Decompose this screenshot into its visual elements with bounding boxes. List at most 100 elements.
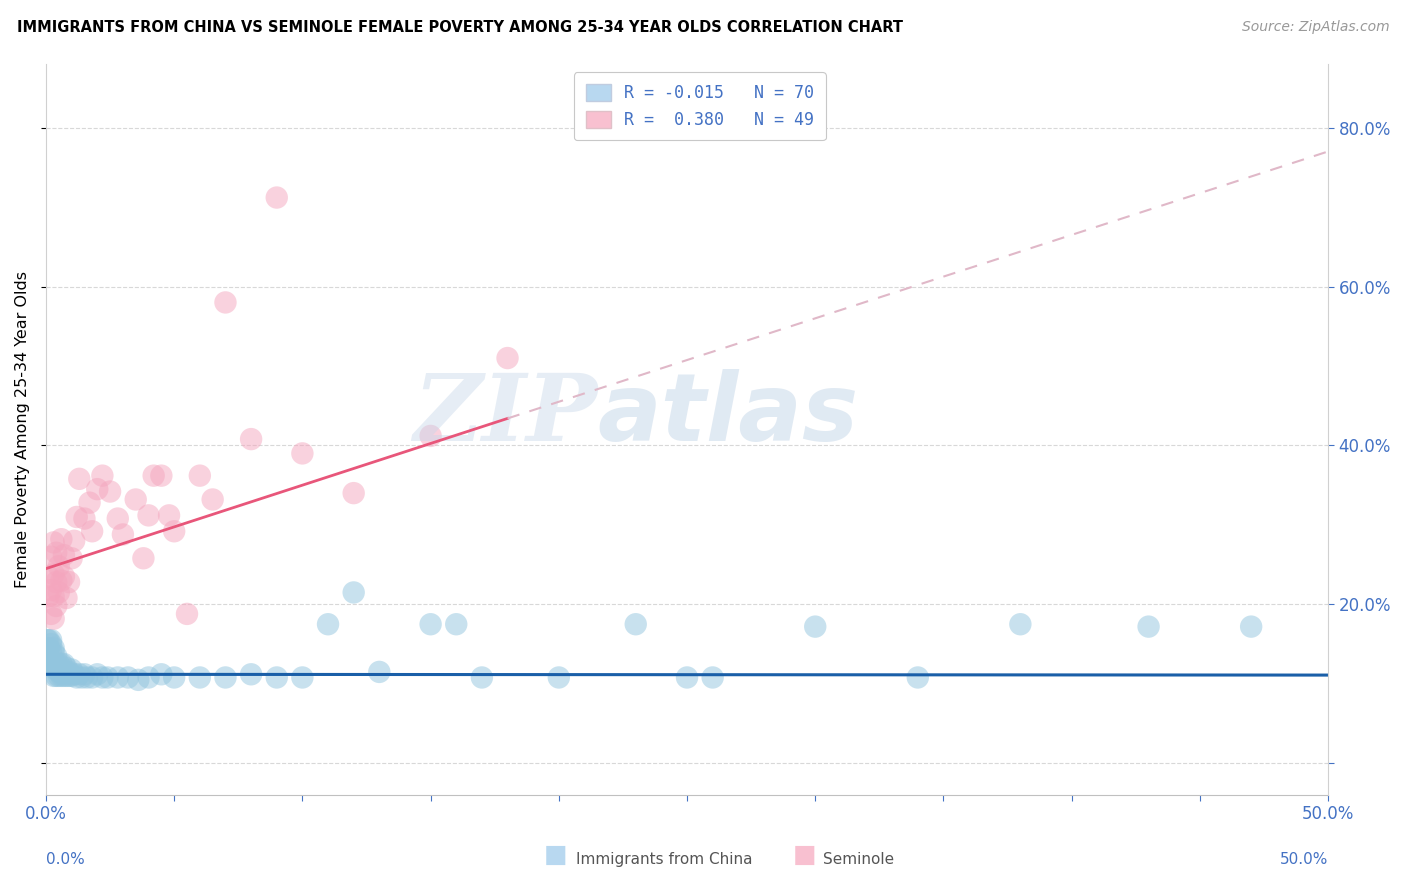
Point — [471, 670, 494, 684]
Point — [48, 661, 70, 675]
Point — [79, 496, 101, 510]
Point — [55, 591, 77, 605]
Point — [51, 532, 73, 546]
Point — [52, 548, 75, 562]
Point — [38, 590, 60, 604]
Text: ZIP: ZIP — [413, 370, 598, 460]
Point — [42, 661, 65, 675]
Point — [52, 569, 75, 583]
Point — [42, 645, 65, 659]
Point — [547, 670, 569, 684]
Point — [188, 468, 211, 483]
Point — [1010, 617, 1032, 632]
Point — [45, 657, 67, 671]
Point — [51, 669, 73, 683]
Point — [48, 657, 70, 671]
Point — [163, 524, 186, 539]
Point — [96, 670, 118, 684]
Point — [73, 667, 96, 681]
Point — [111, 527, 134, 541]
Legend: R = -0.015   N = 70, R =  0.380   N = 49: R = -0.015 N = 70, R = 0.380 N = 49 — [574, 72, 825, 140]
Point — [42, 590, 65, 604]
Point — [63, 667, 86, 681]
Text: Source: ZipAtlas.com: Source: ZipAtlas.com — [1241, 20, 1389, 34]
Point — [42, 669, 65, 683]
Point — [52, 665, 75, 679]
Point — [39, 637, 62, 651]
Point — [907, 670, 929, 684]
Point — [107, 670, 129, 684]
Point — [214, 670, 236, 684]
Point — [91, 670, 114, 684]
Point — [125, 492, 148, 507]
Text: Immigrants from China: Immigrants from China — [576, 852, 754, 867]
Point — [67, 472, 90, 486]
Point — [70, 670, 93, 684]
Point — [45, 575, 67, 590]
Point — [266, 190, 288, 204]
Point — [45, 669, 67, 683]
Point — [496, 351, 519, 365]
Point — [39, 633, 62, 648]
Point — [804, 619, 827, 633]
Point — [39, 583, 62, 598]
Point — [624, 617, 647, 632]
Point — [98, 484, 121, 499]
Point — [63, 533, 86, 548]
Point — [55, 665, 77, 679]
Point — [45, 661, 67, 675]
Text: 0.0%: 0.0% — [46, 852, 84, 867]
Point — [117, 670, 139, 684]
Point — [266, 670, 288, 684]
Point — [58, 575, 80, 590]
Point — [39, 607, 62, 621]
Point — [39, 549, 62, 564]
Point — [86, 482, 108, 496]
Point — [45, 599, 67, 613]
Point — [127, 673, 149, 687]
Point — [240, 667, 263, 681]
Text: ■: ■ — [544, 843, 567, 867]
Text: Seminole: Seminole — [823, 852, 894, 867]
Point — [214, 295, 236, 310]
Point — [142, 468, 165, 483]
Point — [138, 670, 160, 684]
Point — [48, 665, 70, 679]
Y-axis label: Female Poverty Among 25-34 Year Olds: Female Poverty Among 25-34 Year Olds — [15, 271, 30, 588]
Text: ■: ■ — [793, 843, 815, 867]
Point — [58, 669, 80, 683]
Point — [48, 559, 70, 574]
Point — [42, 535, 65, 549]
Text: atlas: atlas — [598, 369, 859, 461]
Point — [42, 641, 65, 656]
Point — [82, 670, 104, 684]
Point — [676, 670, 699, 684]
Point — [291, 446, 314, 460]
Point — [66, 510, 89, 524]
Point — [37, 633, 59, 648]
Point — [446, 617, 468, 632]
Point — [91, 468, 114, 483]
Point — [107, 511, 129, 525]
Point — [157, 508, 180, 523]
Point — [419, 429, 441, 443]
Point — [163, 670, 186, 684]
Point — [38, 569, 60, 583]
Point — [132, 551, 155, 566]
Text: IMMIGRANTS FROM CHINA VS SEMINOLE FEMALE POVERTY AMONG 25-34 YEAR OLDS CORRELATI: IMMIGRANTS FROM CHINA VS SEMINOLE FEMALE… — [17, 20, 903, 35]
Point — [45, 546, 67, 560]
Point — [150, 667, 173, 681]
Point — [201, 492, 224, 507]
Point — [176, 607, 198, 621]
Point — [60, 551, 83, 566]
Point — [55, 661, 77, 675]
Point — [48, 585, 70, 599]
Point — [55, 669, 77, 683]
Point — [67, 667, 90, 681]
Point — [73, 511, 96, 525]
Point — [82, 524, 104, 539]
Point — [343, 486, 366, 500]
Point — [188, 670, 211, 684]
Point — [45, 648, 67, 663]
Point — [291, 670, 314, 684]
